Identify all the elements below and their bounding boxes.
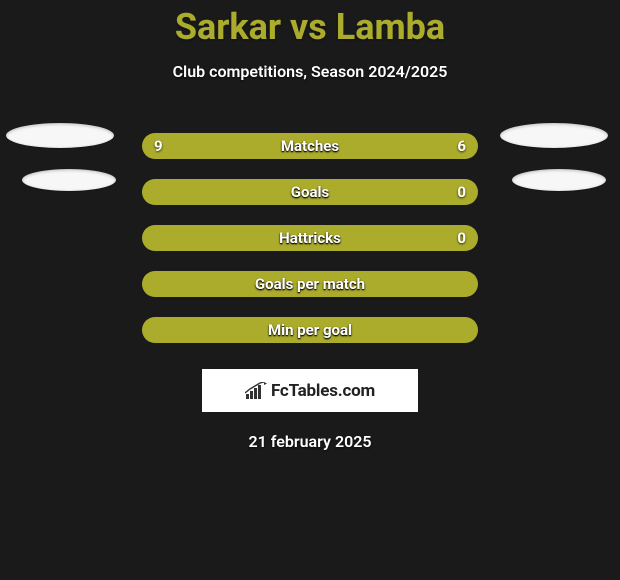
- page-subtitle: Club competitions, Season 2024/2025: [0, 62, 620, 81]
- stat-row: Hattricks 0: [0, 215, 620, 261]
- stat-label: Goals: [142, 183, 478, 201]
- stat-bar: Goals per match: [142, 271, 478, 297]
- stat-bar: Min per goal: [142, 317, 478, 343]
- stat-label: Hattricks: [142, 229, 478, 247]
- stat-label: Matches: [142, 137, 478, 155]
- stat-label: Goals per match: [142, 275, 478, 293]
- stat-bar: 9 Matches 6: [142, 133, 478, 159]
- stat-row: 9 Matches 6: [0, 123, 620, 169]
- logo-box: FcTables.com: [202, 369, 418, 412]
- logo: FcTables.com: [245, 381, 375, 401]
- chart-icon: [245, 382, 267, 400]
- stat-bar: Goals 0: [142, 179, 478, 205]
- logo-text: FcTables.com: [271, 381, 375, 401]
- stat-label: Min per goal: [142, 321, 478, 339]
- stat-value-right: 6: [457, 137, 466, 155]
- stat-row: Goals per match: [0, 261, 620, 307]
- page-title: Sarkar vs Lamba: [0, 0, 620, 48]
- stats-container: 9 Matches 6 Goals 0 Hattricks 0 Goals pe…: [0, 123, 620, 353]
- stat-row: Goals 0: [0, 169, 620, 215]
- stat-row: Min per goal: [0, 307, 620, 353]
- date-label: 21 february 2025: [0, 432, 620, 451]
- stat-value-right: 0: [457, 183, 466, 201]
- stat-value-right: 0: [457, 229, 466, 247]
- stat-bar: Hattricks 0: [142, 225, 478, 251]
